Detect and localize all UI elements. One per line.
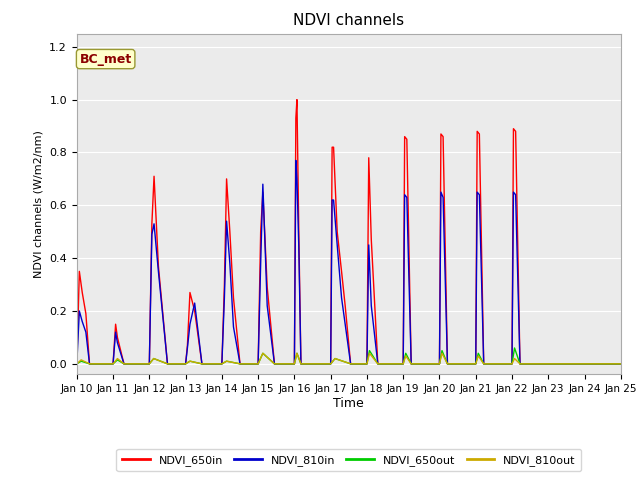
X-axis label: Time: Time — [333, 397, 364, 410]
Legend: NDVI_650in, NDVI_810in, NDVI_650out, NDVI_810out: NDVI_650in, NDVI_810in, NDVI_650out, NDV… — [116, 449, 581, 471]
Text: BC_met: BC_met — [79, 53, 132, 66]
Title: NDVI channels: NDVI channels — [293, 13, 404, 28]
Y-axis label: NDVI channels (W/m2/nm): NDVI channels (W/m2/nm) — [34, 130, 44, 278]
